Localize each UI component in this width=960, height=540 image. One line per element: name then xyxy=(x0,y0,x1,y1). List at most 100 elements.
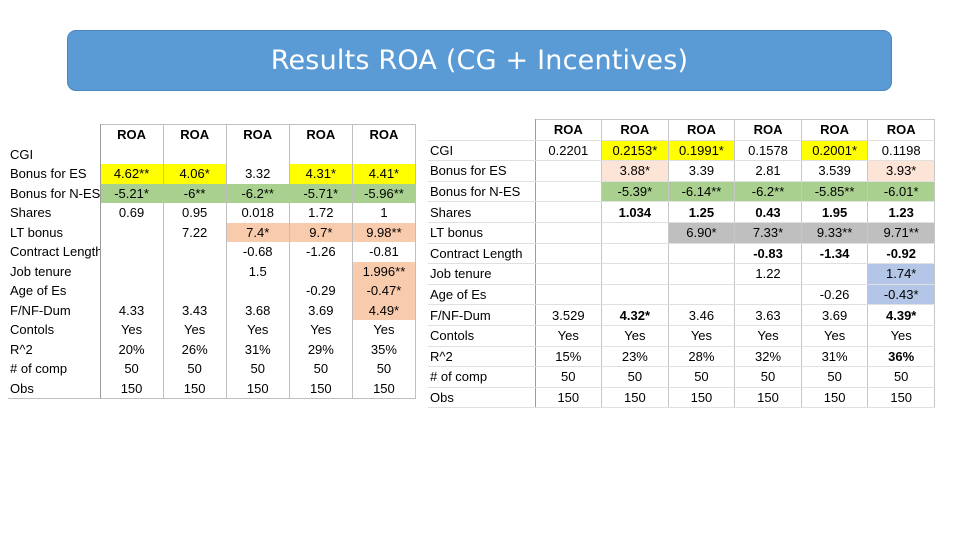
cell: 29% xyxy=(289,339,353,359)
left-results-table: ROA ROA ROA ROA ROA CGI Bonus for ES 4.6… xyxy=(8,124,417,399)
table-row: F/NF-Dum 3.529 4.32* 3.46 3.63 3.69 4.39… xyxy=(428,304,935,326)
table-row: Obs 150 150 150 150 150 xyxy=(8,378,417,399)
cell: 3.529 xyxy=(535,304,603,326)
header-cell xyxy=(8,124,101,145)
cell xyxy=(535,263,603,285)
header-cell: ROA xyxy=(535,119,603,141)
table-row: Contols Yes Yes Yes Yes Yes Yes xyxy=(428,325,935,347)
cell: Yes xyxy=(734,325,802,347)
cell: 150 xyxy=(535,387,603,409)
cell: 50 xyxy=(226,359,290,379)
header-cell: ROA xyxy=(801,119,869,141)
row-label: CGI xyxy=(8,144,101,164)
table-row: # of comp 50 50 50 50 50 xyxy=(8,359,417,379)
cell: 50 xyxy=(100,359,164,379)
cell: 4.33 xyxy=(100,300,164,320)
row-label: LT bonus xyxy=(8,222,101,242)
cell: 150 xyxy=(734,387,802,409)
cell: 150 xyxy=(668,387,736,409)
table-row: F/NF-Dum 4.33 3.43 3.68 3.69 4.49* xyxy=(8,300,417,320)
cell: 0.2201 xyxy=(535,140,603,162)
row-label: Bonus for N-ES xyxy=(428,181,536,203)
cell: 0.95 xyxy=(163,203,227,223)
cell: 23% xyxy=(601,346,669,368)
table-row: R^2 15% 23% 28% 32% 31% 36% xyxy=(428,346,935,368)
cell xyxy=(535,222,603,244)
cell: 1.034 xyxy=(601,201,669,223)
cell xyxy=(226,281,290,301)
cell xyxy=(100,261,164,281)
table-row: Age of Es -0.26 -0.43* xyxy=(428,284,935,306)
row-label: Job tenure xyxy=(8,261,101,281)
cell xyxy=(535,201,603,223)
row-label: Bonus for N-ES xyxy=(8,183,101,203)
cell: 50 xyxy=(163,359,227,379)
cell: 7.33* xyxy=(734,222,802,244)
cell: 1 xyxy=(352,203,417,223)
cell: 1.996** xyxy=(352,261,417,281)
cell: 150 xyxy=(601,387,669,409)
table-row: Bonus for N-ES -5.39* -6.14** -6.2** -5.… xyxy=(428,181,935,203)
row-label: # of comp xyxy=(8,359,101,379)
cell: Yes xyxy=(867,325,935,347)
cell: -5.71* xyxy=(289,183,353,203)
row-label: CGI xyxy=(428,140,536,162)
row-label: R^2 xyxy=(8,339,101,359)
row-label: Job tenure xyxy=(428,263,536,285)
cell: 0.43 xyxy=(734,201,802,223)
cell: 4.06* xyxy=(163,164,227,184)
table-row: Shares 1.034 1.25 0.43 1.95 1.23 xyxy=(428,201,935,223)
cell: 3.539 xyxy=(801,160,869,182)
cell: 36% xyxy=(867,346,935,368)
cell: 50 xyxy=(535,366,603,388)
cell: 15% xyxy=(535,346,603,368)
cell: 1.95 xyxy=(801,201,869,223)
row-label: Bonus for ES xyxy=(8,164,101,184)
header-cell: ROA xyxy=(867,119,935,141)
title-bar: Results ROA (CG + Incentives) xyxy=(67,30,892,91)
cell: 3.68 xyxy=(226,300,290,320)
table-row: Bonus for ES 4.62** 4.06* 3.32 4.31* 4.4… xyxy=(8,164,417,184)
cell: 50 xyxy=(289,359,353,379)
cell: 0.1198 xyxy=(867,140,935,162)
cell: 1.72 xyxy=(289,203,353,223)
cell: -5.85** xyxy=(801,181,869,203)
table-row: LT bonus 7.22 7.4* 9.7* 9.98** xyxy=(8,222,417,242)
row-label: Age of Es xyxy=(428,284,536,306)
header-cell xyxy=(428,119,536,141)
right-results-table: ROA ROA ROA ROA ROA ROA CGI 0.2201 0.215… xyxy=(428,119,935,409)
cell: 0.2153* xyxy=(601,140,669,162)
cell xyxy=(535,243,603,265)
cell xyxy=(163,242,227,262)
cell: 4.41* xyxy=(352,164,417,184)
cell xyxy=(601,284,669,306)
cell: Yes xyxy=(668,325,736,347)
header-cell: ROA xyxy=(226,124,290,145)
cell: -0.47* xyxy=(352,281,417,301)
table-row: Job tenure 1.5 1.996** xyxy=(8,261,417,281)
row-label: F/NF-Dum xyxy=(428,304,536,326)
cell xyxy=(601,263,669,285)
cell: 0.2001* xyxy=(801,140,869,162)
cell: Yes xyxy=(100,320,164,340)
cell: 150 xyxy=(226,378,290,399)
cell: 9.71** xyxy=(867,222,935,244)
cell: 4.32* xyxy=(601,304,669,326)
cell xyxy=(289,144,353,164)
cell: 150 xyxy=(163,378,227,399)
cell: 4.62** xyxy=(100,164,164,184)
cell: 2.81 xyxy=(734,160,802,182)
cell xyxy=(100,144,164,164)
cell: 3.69 xyxy=(801,304,869,326)
table-row: CGI xyxy=(8,144,417,164)
table-row: Job tenure 1.22 1.74* xyxy=(428,263,935,285)
cell: 3.88* xyxy=(601,160,669,182)
table-header-row: ROA ROA ROA ROA ROA ROA xyxy=(428,119,935,141)
cell: -0.81 xyxy=(352,242,417,262)
cell: 32% xyxy=(734,346,802,368)
cell: 20% xyxy=(100,339,164,359)
cell xyxy=(668,263,736,285)
cell: 1.25 xyxy=(668,201,736,223)
cell: -5.21* xyxy=(100,183,164,203)
row-label: # of comp xyxy=(428,366,536,388)
